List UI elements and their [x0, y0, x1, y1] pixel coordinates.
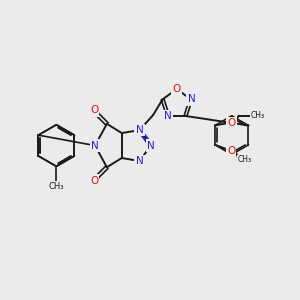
Text: N: N — [91, 140, 99, 151]
Text: N: N — [136, 156, 143, 166]
Text: N: N — [147, 140, 155, 151]
Text: O: O — [227, 118, 236, 128]
Text: CH₃: CH₃ — [238, 155, 252, 164]
Text: O: O — [172, 84, 181, 94]
Text: N: N — [136, 125, 143, 135]
Text: O: O — [227, 146, 235, 156]
Text: CH₃: CH₃ — [251, 111, 265, 120]
Text: CH₃: CH₃ — [49, 182, 64, 191]
Text: N: N — [164, 111, 171, 121]
Text: N: N — [188, 94, 195, 104]
Text: O: O — [90, 106, 98, 116]
Text: O: O — [90, 176, 98, 186]
